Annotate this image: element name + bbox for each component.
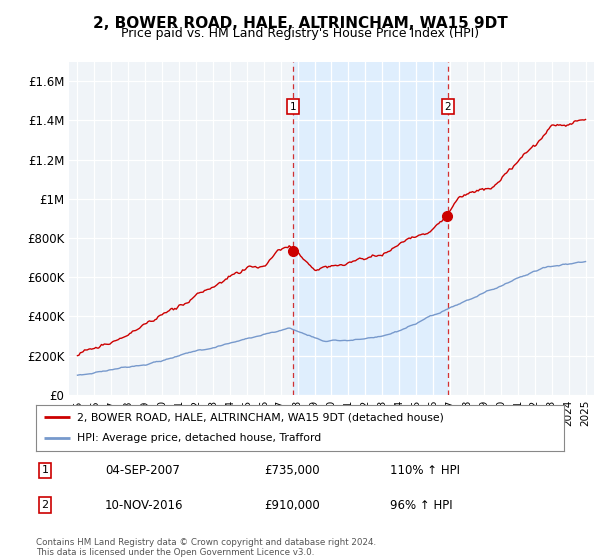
Bar [293,62,448,395]
Text: Price paid vs. HM Land Registry's House Price Index (HPI): Price paid vs. HM Land Registry's House … [121,27,479,40]
Text: 2: 2 [445,101,451,111]
Text: 2, BOWER ROAD, HALE, ALTRINCHAM, WA15 9DT: 2, BOWER ROAD, HALE, ALTRINCHAM, WA15 9D… [92,16,508,31]
Text: 1: 1 [41,465,49,475]
Text: 110% ↑ HPI: 110% ↑ HPI [390,464,460,477]
Text: 1: 1 [290,101,297,111]
Text: HPI: Average price, detached house, Trafford: HPI: Average price, detached house, Traf… [77,433,321,444]
Text: Contains HM Land Registry data © Crown copyright and database right 2024.
This d: Contains HM Land Registry data © Crown c… [36,538,376,557]
Text: 04-SEP-2007: 04-SEP-2007 [105,464,180,477]
Text: £910,000: £910,000 [264,498,320,512]
Text: £735,000: £735,000 [264,464,320,477]
Text: 2: 2 [41,500,49,510]
Text: 96% ↑ HPI: 96% ↑ HPI [390,498,452,512]
Text: 2, BOWER ROAD, HALE, ALTRINCHAM, WA15 9DT (detached house): 2, BOWER ROAD, HALE, ALTRINCHAM, WA15 9D… [77,412,443,422]
Text: 10-NOV-2016: 10-NOV-2016 [105,498,184,512]
